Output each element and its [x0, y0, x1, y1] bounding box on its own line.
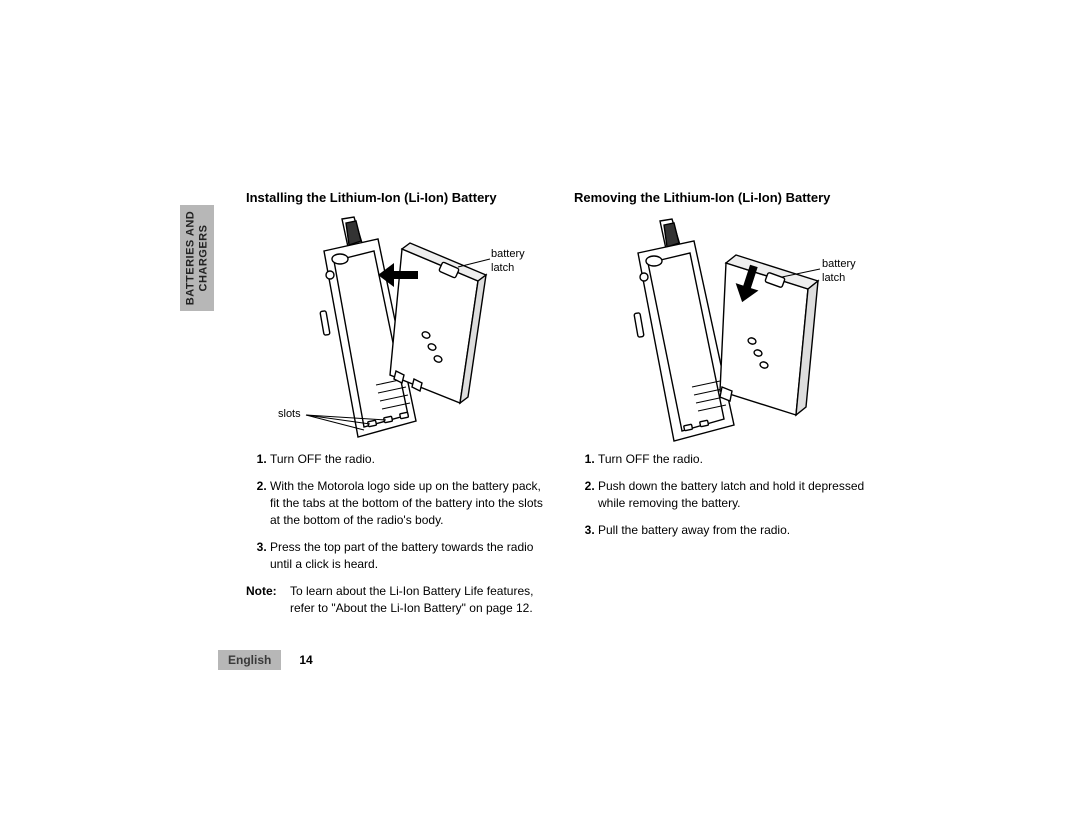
install-step-3: Press the top part of the battery toward…	[270, 539, 546, 573]
page-footer: English 14	[218, 650, 313, 670]
install-note: Note: To learn about the Li-Ion Battery …	[246, 583, 546, 617]
label-battery-latch-right: battery latch	[822, 257, 874, 285]
right-heading: Removing the Lithium-Ion (Li-Ion) Batter…	[574, 190, 874, 205]
remove-step-2: Push down the battery latch and hold it …	[598, 478, 874, 512]
label-battery-latch-right-text: battery latch	[822, 258, 856, 284]
install-step-2: With the Motorola logo side up on the ba…	[270, 478, 546, 529]
remove-battery-svg	[574, 215, 874, 445]
left-column: Installing the Lithium-Ion (Li-Ion) Batt…	[246, 190, 546, 617]
label-slots: slots	[278, 407, 301, 421]
page-content: Installing the Lithium-Ion (Li-Ion) Batt…	[180, 190, 900, 617]
note-text: To learn about the Li-Ion Battery Life f…	[290, 583, 546, 617]
remove-step-1: Turn OFF the radio.	[598, 451, 874, 468]
label-battery-latch-left-text: battery latch	[491, 248, 525, 274]
install-steps: Turn OFF the radio. With the Motorola lo…	[246, 451, 546, 573]
footer-page-number: 14	[299, 653, 312, 667]
remove-steps: Turn OFF the radio. Push down the batter…	[574, 451, 874, 539]
footer-language: English	[218, 650, 281, 670]
remove-step-3: Pull the battery away from the radio.	[598, 522, 874, 539]
label-slots-text: slots	[278, 408, 301, 420]
right-column: Removing the Lithium-Ion (Li-Ion) Batter…	[574, 190, 874, 617]
install-figure: battery latch slots	[246, 215, 546, 445]
left-heading: Installing the Lithium-Ion (Li-Ion) Batt…	[246, 190, 546, 205]
note-label: Note:	[246, 583, 290, 617]
columns: Installing the Lithium-Ion (Li-Ion) Batt…	[246, 190, 900, 617]
install-step-1: Turn OFF the radio.	[270, 451, 546, 468]
label-battery-latch-left: battery latch	[491, 247, 546, 275]
remove-figure: battery latch	[574, 215, 874, 445]
